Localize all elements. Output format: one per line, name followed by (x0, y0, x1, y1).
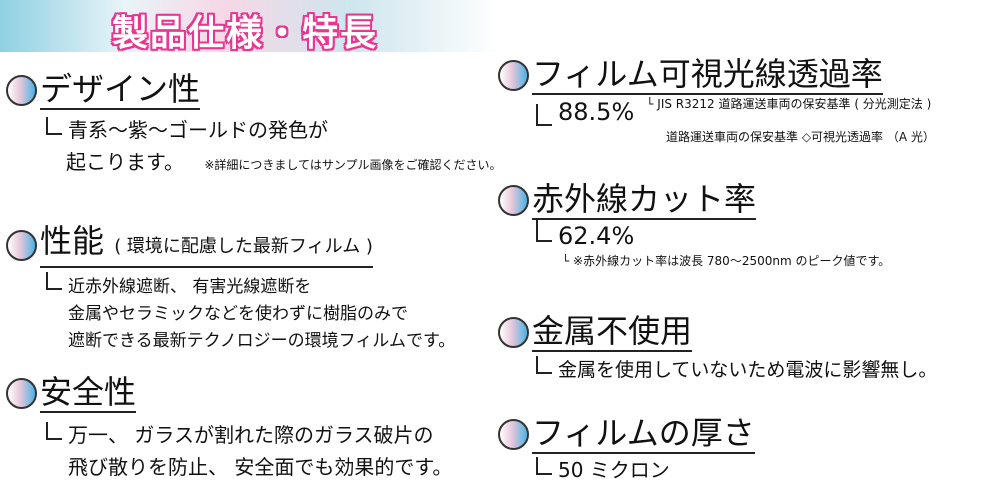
body-text: 近赤外線遮断、 有害光線遮断を (68, 277, 312, 297)
page-title: 製品仕様・特長 (112, 13, 379, 54)
corner-bracket-icon (46, 117, 62, 135)
bullet-circle-icon (498, 184, 529, 216)
note-text: ※赤外線カット率は波長 780〜2500nm のピーク値です。 (573, 254, 891, 268)
body-text: 金属やセラミックなどを使わずに樹脂のみで (68, 304, 408, 324)
value-text: 88.5% (558, 98, 635, 126)
note-text: ※詳細につきましてはサンプル画像をご確認ください。 (204, 158, 502, 172)
section-performance: 性能 ( 環境に配慮した最新フィルム ) 近赤外線遮断、 有害光線遮断を 金属や… (6, 222, 455, 355)
bullet-circle-icon (6, 229, 37, 261)
section-title: 性能 ( 環境に配慮した最新フィルム ) (40, 222, 373, 268)
body-text: 飛び散りを防止、 安全面でも効果的です。 (68, 455, 453, 479)
section-infrared: 赤外線カット率 62.4% └ ※赤外線カット率は波長 780〜2500nm の… (498, 180, 890, 269)
section-title: フィルム可視光線透過率 (532, 55, 883, 95)
section-title: デザイン性 (40, 70, 201, 110)
note-text: JIS R3212 道路運送車両の保安基準 ( 分光測定法 ) (657, 97, 932, 111)
body-text: 起こります。 (66, 150, 184, 174)
section-design: デザイン性 青系〜紫〜ゴールドの発色が 起こります。 ※詳細につきましてはサンプ… (6, 70, 501, 181)
section-title: フィルムの厚さ (532, 414, 755, 454)
note-text: 道路運送車両の保安基準 ◇可視光透過率 （A 光） (666, 130, 935, 144)
value-text: 62.4% (558, 222, 635, 250)
title-banner: 製品仕様・特長 (0, 0, 500, 54)
bullet-circle-icon (498, 418, 529, 450)
corner-bracket-icon (536, 220, 552, 242)
corner-bracket-icon (46, 272, 62, 290)
section-title: 安全性 (40, 373, 137, 413)
section-thickness: フィルムの厚さ 50 ミクロン (498, 414, 755, 486)
corner-bracket-icon (536, 457, 552, 475)
section-visible-light: フィルム可視光線透過率 88.5% └ JIS R3212 道路運送車両の保安基準… (498, 55, 935, 145)
bullet-circle-icon (498, 316, 529, 348)
section-safety: 安全性 万一、 ガラスが割れた際のガラス破片の 飛び散りを防止、 安全面でも効果… (6, 373, 452, 483)
section-metal-free: 金属不使用 金属を使用していないため電波に影響無し。 (498, 312, 937, 386)
section-title: 金属不使用 (532, 312, 693, 352)
bullet-circle-icon (6, 74, 37, 106)
bullet-circle-icon (6, 377, 37, 409)
body-text: 遮断できる最新テクノロジーの環境フィルムです。 (68, 331, 456, 351)
value-text: 50 ミクロン (558, 458, 670, 482)
body-text: 万一、 ガラスが割れた際のガラス破片の (68, 423, 434, 447)
body-text: 青系〜紫〜ゴールドの発色が (68, 118, 328, 142)
corner-bracket-icon (46, 422, 62, 440)
corner-bracket-icon (536, 104, 552, 126)
value-text: 金属を使用していないため電波に影響無し。 (558, 359, 938, 381)
bullet-circle-icon (498, 59, 529, 91)
corner-bracket-icon (536, 356, 552, 374)
section-title: 赤外線カット率 (532, 180, 757, 220)
